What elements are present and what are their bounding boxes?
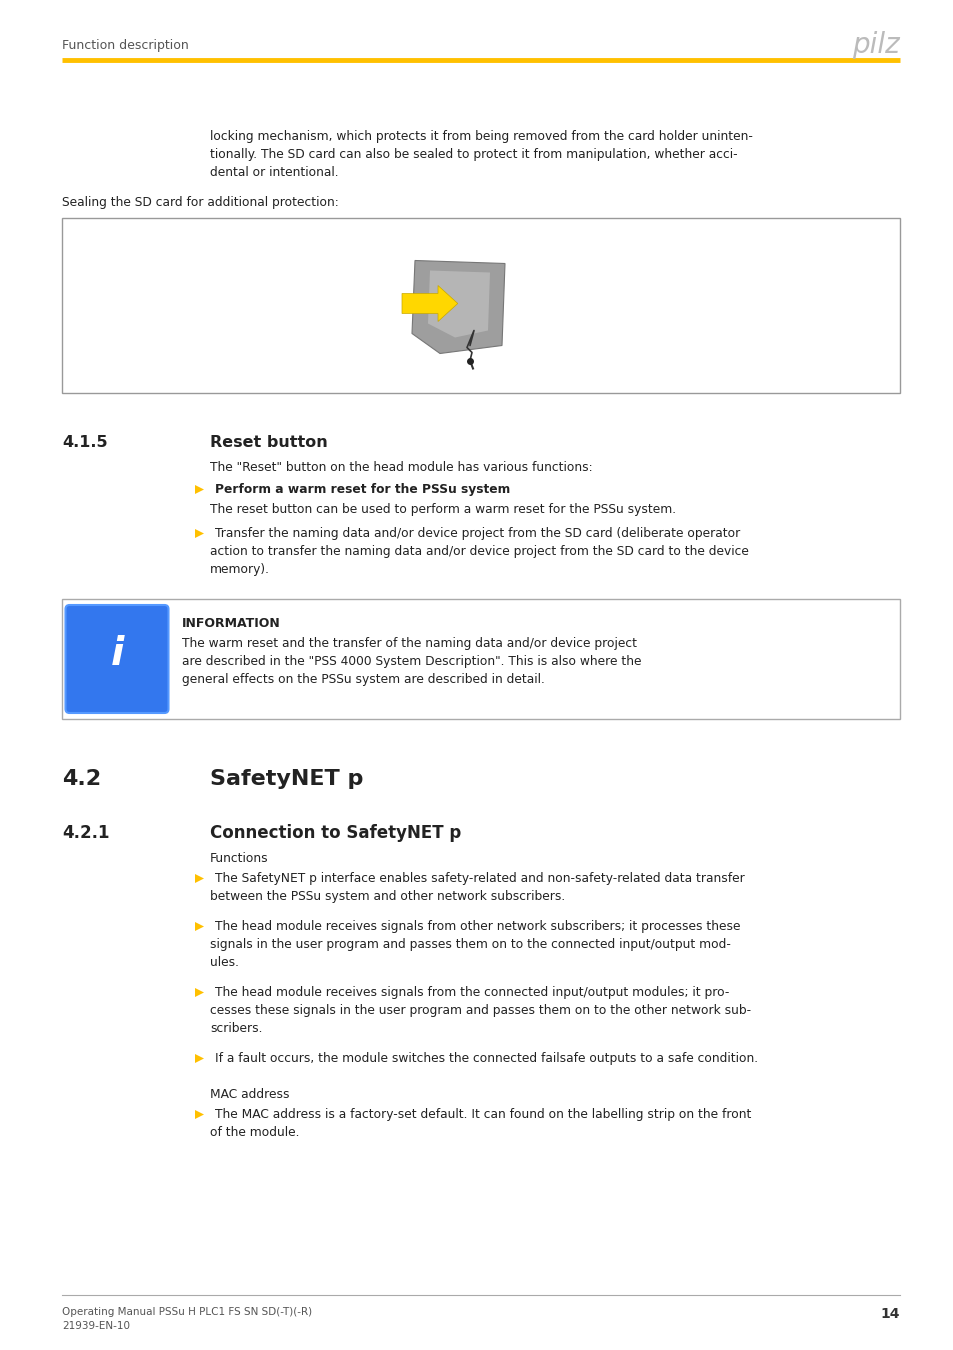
Text: 4.1.5: 4.1.5 (62, 435, 108, 450)
Text: 21939-EN-10: 21939-EN-10 (62, 1322, 130, 1331)
Text: The MAC address is a factory-set default. It can found on the labelling strip on: The MAC address is a factory-set default… (214, 1108, 751, 1120)
Text: The head module receives signals from the connected input/output modules; it pro: The head module receives signals from th… (214, 986, 729, 999)
Text: Operating Manual PSSu H PLC1 FS SN SD(-T)(-R): Operating Manual PSSu H PLC1 FS SN SD(-T… (62, 1307, 312, 1318)
Text: The SafetyNET p interface enables safety-related and non-safety-related data tra: The SafetyNET p interface enables safety… (214, 872, 744, 886)
Text: ules.: ules. (210, 956, 239, 969)
Text: The reset button can be used to perform a warm reset for the PSSu system.: The reset button can be used to perform … (210, 504, 676, 516)
Polygon shape (194, 529, 204, 539)
Text: dental or intentional.: dental or intentional. (210, 166, 338, 180)
Text: general effects on the PSSu system are described in detail.: general effects on the PSSu system are d… (182, 674, 544, 686)
Polygon shape (428, 270, 490, 338)
Text: Transfer the naming data and/or device project from the SD card (deliberate oper: Transfer the naming data and/or device p… (214, 526, 740, 540)
Polygon shape (412, 261, 504, 354)
Text: INFORMATION: INFORMATION (182, 617, 280, 630)
Text: locking mechanism, which protects it from being removed from the card holder uni: locking mechanism, which protects it fro… (210, 130, 752, 143)
Polygon shape (194, 922, 204, 931)
Polygon shape (194, 873, 204, 883)
Polygon shape (194, 988, 204, 998)
Text: Function description: Function description (62, 39, 189, 51)
Text: between the PSSu system and other network subscribers.: between the PSSu system and other networ… (210, 890, 565, 903)
Text: 4.2: 4.2 (62, 769, 101, 788)
FancyBboxPatch shape (62, 217, 899, 393)
Text: Reset button: Reset button (210, 435, 328, 450)
Text: Connection to SafetyNET p: Connection to SafetyNET p (210, 824, 460, 842)
Text: The "Reset" button on the head module has various functions:: The "Reset" button on the head module ha… (210, 460, 592, 474)
Text: The warm reset and the transfer of the naming data and/or device project: The warm reset and the transfer of the n… (182, 637, 637, 649)
FancyBboxPatch shape (66, 605, 169, 713)
Text: Perform a warm reset for the PSSu system: Perform a warm reset for the PSSu system (214, 483, 510, 495)
Text: scribers.: scribers. (210, 1022, 262, 1035)
Polygon shape (194, 1054, 204, 1062)
Text: are described in the "PSS 4000 System Description". This is also where the: are described in the "PSS 4000 System De… (182, 655, 640, 668)
Text: pilz: pilz (851, 31, 899, 59)
Text: The head module receives signals from other network subscribers; it processes th: The head module receives signals from ot… (214, 919, 740, 933)
Text: i: i (111, 634, 124, 674)
Text: If a fault occurs, the module switches the connected failsafe outputs to a safe : If a fault occurs, the module switches t… (214, 1052, 758, 1065)
Text: tionally. The SD card can also be sealed to protect it from manipulation, whethe: tionally. The SD card can also be sealed… (210, 148, 737, 161)
Text: 14: 14 (880, 1307, 899, 1322)
Text: signals in the user program and passes them on to the connected input/output mod: signals in the user program and passes t… (210, 938, 730, 950)
Text: memory).: memory). (210, 563, 270, 576)
Text: action to transfer the naming data and/or device project from the SD card to the: action to transfer the naming data and/o… (210, 545, 748, 558)
Text: 4.2.1: 4.2.1 (62, 824, 110, 842)
Text: Functions: Functions (210, 852, 269, 865)
Polygon shape (194, 485, 204, 494)
Text: SafetyNET p: SafetyNET p (210, 769, 363, 788)
Text: of the module.: of the module. (210, 1126, 299, 1139)
FancyBboxPatch shape (62, 599, 899, 720)
Polygon shape (194, 1110, 204, 1119)
Text: MAC address: MAC address (210, 1088, 289, 1102)
Text: Sealing the SD card for additional protection:: Sealing the SD card for additional prote… (62, 196, 338, 209)
Polygon shape (401, 285, 457, 321)
Text: cesses these signals in the user program and passes them on to the other network: cesses these signals in the user program… (210, 1004, 750, 1017)
